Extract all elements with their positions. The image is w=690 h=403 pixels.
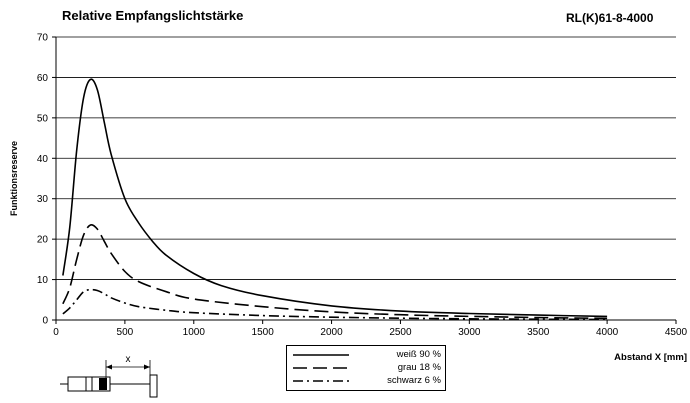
- x-tick-label-4500: 4500: [665, 327, 688, 338]
- series-line-0: [62, 78, 608, 318]
- legend-swatch-dashdot: [293, 380, 349, 382]
- legend-item-schwarz: schwarz 6 %: [287, 374, 445, 388]
- legend-label-weiss: weiß 90 %: [396, 349, 441, 360]
- x-tick-label-1500: 1500: [252, 327, 275, 338]
- x-tick-label-2500: 2500: [389, 327, 412, 338]
- legend: weiß 90 % grau 18 % schwarz 6 %: [286, 345, 446, 391]
- legend-item-grau: grau 18 %: [287, 361, 445, 375]
- x-tick-label-2000: 2000: [320, 327, 343, 338]
- y-tick-label-0: 0: [42, 316, 48, 327]
- series-line-2: [62, 288, 608, 321]
- y-tick-label-40: 40: [37, 154, 49, 165]
- legend-swatch-dashed: [293, 367, 349, 369]
- x-tick-label-0: 0: [53, 327, 59, 338]
- y-tick-label-30: 30: [37, 194, 49, 205]
- y-axis-label: Funktionsreserve: [9, 141, 19, 216]
- x-tick-label-3000: 3000: [458, 327, 481, 338]
- legend-item-weiss: weiß 90 %: [287, 348, 445, 362]
- legend-swatch-solid: [293, 354, 349, 356]
- y-tick-label-60: 60: [37, 73, 49, 84]
- y-tick-label-70: 70: [37, 33, 49, 44]
- legend-label-schwarz: schwarz 6 %: [387, 375, 441, 386]
- x-tick-label-3500: 3500: [527, 327, 550, 338]
- y-tick-label-20: 20: [37, 235, 49, 246]
- model-label: RL(K)61-8-4000: [566, 11, 654, 25]
- series-line-1: [62, 223, 608, 320]
- x-axis-label: Abstand X [mm]: [614, 352, 687, 363]
- x-tick-label-4000: 4000: [596, 327, 619, 338]
- chart-title: Relative Empfangslichtstärke: [62, 8, 244, 23]
- y-tick-label-10: 10: [37, 275, 49, 286]
- x-tick-label-1000: 1000: [183, 327, 206, 338]
- x-tick-label-500: 500: [117, 327, 134, 338]
- legend-label-grau: grau 18 %: [397, 362, 441, 373]
- y-tick-label-50: 50: [37, 113, 49, 124]
